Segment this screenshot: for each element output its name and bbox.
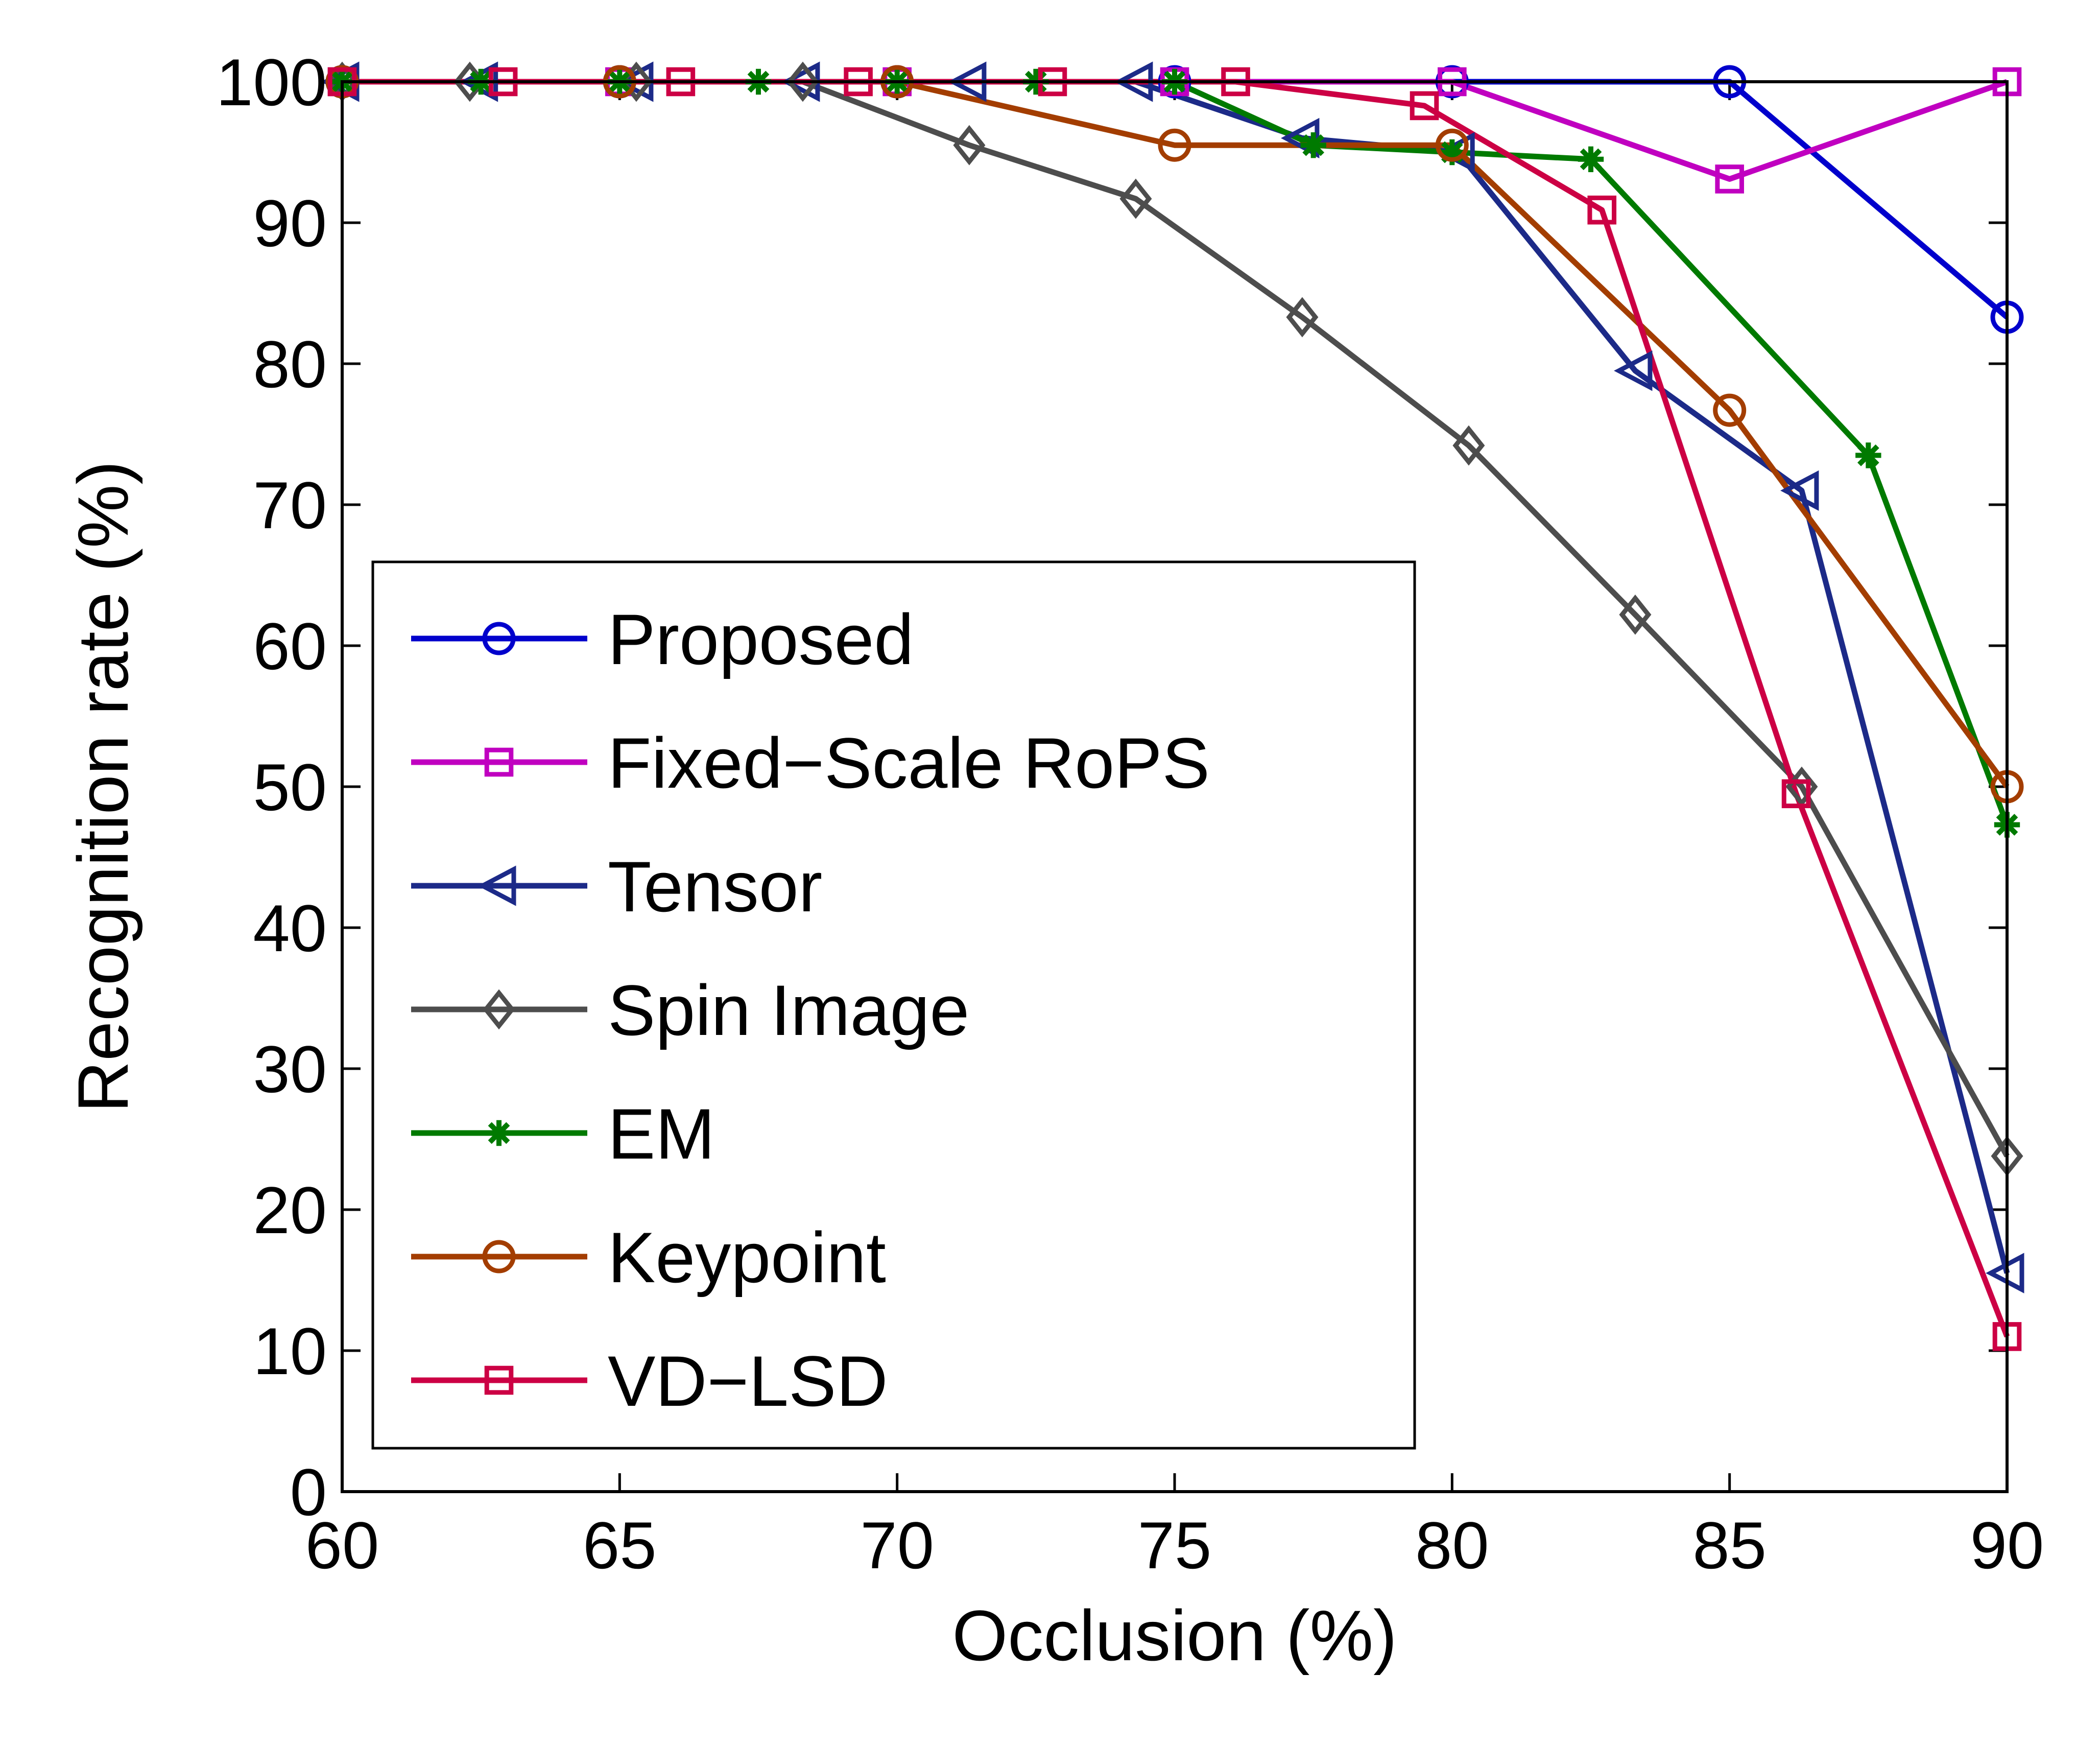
x-tick-label: 85	[1692, 1508, 1767, 1583]
data-point-keypoint	[1713, 393, 1747, 427]
legend-marker-em	[486, 1120, 512, 1146]
legend-marker-spin-image	[483, 989, 515, 1030]
data-point-vd-lsd	[1587, 195, 1617, 225]
y-tick-label: 80	[253, 327, 327, 402]
x-tick-label: 80	[1415, 1508, 1489, 1583]
legend-label-em: EM	[608, 1094, 715, 1174]
data-point-vd-lsd	[1410, 91, 1439, 121]
legend-marker-tensor	[478, 865, 516, 906]
y-tick-label: 50	[253, 750, 327, 824]
legend-label-proposed: Proposed	[608, 599, 914, 679]
y-tick-label: 40	[253, 891, 327, 965]
x-tick-label: 70	[860, 1508, 934, 1583]
legend-label-spin-image: Spin Image	[608, 970, 969, 1050]
data-point-spin-image	[1619, 594, 1652, 635]
y-tick-label: 100	[216, 45, 327, 120]
x-tick-label: 60	[305, 1508, 379, 1583]
data-point-em	[1578, 146, 1604, 172]
y-tick-label: 90	[253, 186, 327, 261]
data-point-em	[1855, 442, 1881, 468]
data-point-keypoint	[1435, 128, 1469, 162]
data-point-tensor	[1614, 350, 1653, 391]
x-tick-label: 65	[583, 1508, 657, 1583]
legend-label-keypoint: Keypoint	[608, 1217, 886, 1298]
x-tick-label: 90	[1970, 1508, 2044, 1583]
y-tick-label: 10	[253, 1314, 327, 1388]
data-point-spin-image	[1286, 297, 1319, 338]
data-point-fixed-scale-rops	[1715, 164, 1744, 194]
data-point-keypoint	[1158, 128, 1191, 162]
tick-labels: 60 65 70 75 80 85 90 0 10 20 30 40 50 60 70 80 90 100	[216, 45, 2044, 1583]
y-tick-label: 20	[253, 1173, 327, 1247]
y-tick-label: 0	[290, 1455, 327, 1529]
legend-label-fixed-scale-rops: Fixed−Scale RoPS	[608, 723, 1210, 803]
data-point-em	[1300, 132, 1326, 158]
data-point-spin-image	[786, 61, 819, 102]
legend-box	[371, 560, 1416, 1450]
data-point-em	[1439, 139, 1465, 166]
x-axis-label: Occlusion (%)	[952, 1595, 1397, 1676]
legend-marker-vd-lsd	[484, 1365, 514, 1395]
y-tick-label: 60	[253, 609, 327, 683]
legend: Proposed Fixed−Scale RoPS Tensor Spin Image…	[371, 560, 1416, 1450]
plot-area-frame	[341, 80, 2009, 1493]
data-point-vd-lsd	[1781, 779, 1811, 809]
data-point-spin-image	[1119, 178, 1152, 219]
y-axis-label: Recognition rate (%)	[63, 461, 143, 1113]
legend-entries: Proposed Fixed−Scale RoPS Tensor Spin Image…	[411, 599, 1210, 1421]
legend-marker-keypoint	[482, 1240, 516, 1274]
x-tick-label: 75	[1138, 1508, 1212, 1583]
data-point-spin-image	[953, 125, 986, 166]
data-point-tensor	[1780, 470, 1819, 511]
legend-label-vd-lsd: VD−LSD	[608, 1341, 888, 1421]
y-tick-label: 70	[253, 468, 327, 543]
legend-marker-proposed	[482, 622, 516, 655]
legend-label-tensor: Tensor	[608, 846, 822, 927]
data-point-spin-image	[1452, 425, 1485, 466]
y-tick-label: 30	[253, 1032, 327, 1106]
legend-marker-fixed-scale-rops	[484, 747, 514, 777]
